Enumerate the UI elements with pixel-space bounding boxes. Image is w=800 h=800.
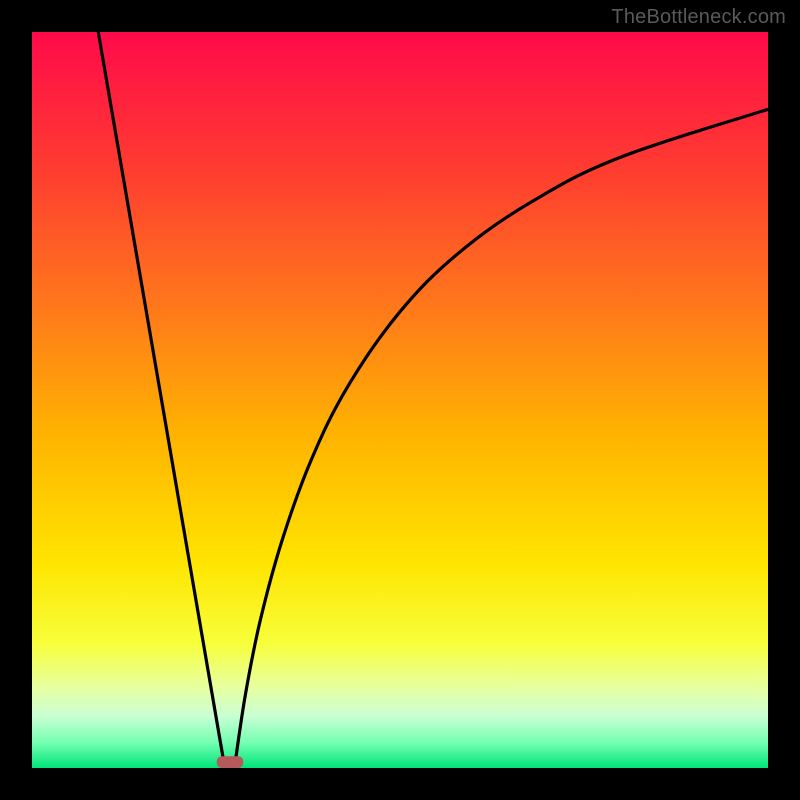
chart-frame: TheBottleneck.com (0, 0, 800, 800)
bottleneck-chart (0, 0, 800, 800)
optimal-marker (217, 756, 243, 768)
watermark-text: TheBottleneck.com (611, 6, 786, 29)
